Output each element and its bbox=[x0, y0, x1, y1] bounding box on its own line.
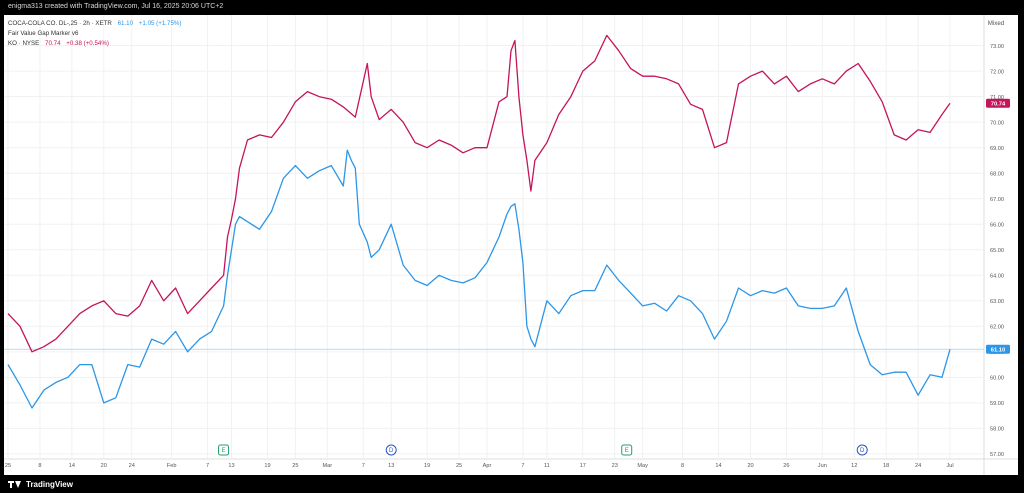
x-tick-label: 24 bbox=[915, 463, 921, 469]
x-tick-label: 13 bbox=[228, 463, 234, 469]
x-tick-label: 25 bbox=[292, 463, 298, 469]
x-tick-label: 26 bbox=[783, 463, 789, 469]
tradingview-brand[interactable]: TradingView bbox=[8, 479, 73, 490]
scale-mode-label[interactable]: Mixed bbox=[988, 20, 1005, 27]
dividend-marker-icon[interactable] bbox=[385, 444, 397, 456]
legend-series1-price: 61.10 bbox=[118, 20, 134, 27]
legend-series2-name: KO · NYSE bbox=[8, 40, 39, 47]
y-tick-label: 62.00 bbox=[990, 325, 1004, 331]
y-tick-label: 58.00 bbox=[990, 427, 1004, 433]
earnings-marker-icon[interactable] bbox=[218, 444, 230, 456]
svg-text:KO · NYSE 70.74: KO · NYSE 70.74 +0.38 (+0.54%) bbox=[8, 40, 109, 47]
event-label: D bbox=[389, 448, 394, 454]
x-tick-label: 20 bbox=[747, 463, 753, 469]
x-tick-label: 7 bbox=[521, 463, 524, 469]
x-tick-label: 19 bbox=[264, 463, 270, 469]
y-tick-label: 69.00 bbox=[990, 146, 1004, 152]
earnings-marker-icon[interactable] bbox=[621, 444, 633, 456]
x-tick-label: 19 bbox=[424, 463, 430, 469]
event-label: D bbox=[860, 448, 865, 454]
x-tick-label: 7 bbox=[206, 463, 209, 469]
chart-panel[interactable]: E D E D 73.00 72.00 71.00 70.00 69.00 68.00 67.00… bbox=[4, 15, 1018, 475]
x-tick-label: Jun bbox=[818, 463, 827, 469]
x-tick-label: 7 bbox=[362, 463, 365, 469]
legend-series2-price: 70.74 bbox=[45, 40, 61, 47]
event-label: E bbox=[222, 448, 226, 454]
y-tick-label: 67.00 bbox=[990, 197, 1004, 203]
x-tick-label: Feb bbox=[167, 463, 177, 469]
x-tick-label: 23 bbox=[612, 463, 618, 469]
header-bar: enigma313 created with TradingView.com, … bbox=[0, 0, 1024, 15]
x-tick-label: 8 bbox=[681, 463, 684, 469]
x-tick-label: 13 bbox=[388, 463, 394, 469]
legend-indicator: Fair Value Gap Marker v6 bbox=[8, 30, 79, 37]
header-caption: enigma313 created with TradingView.com, … bbox=[8, 3, 224, 10]
coca-cola-xetr-line bbox=[7, 149, 951, 409]
legend-series1-name: COCA-COLA CO. DL-,25 · 2h · XETR bbox=[8, 20, 112, 27]
x-tick-label: Apr bbox=[483, 463, 492, 469]
price-axis[interactable]: 73.00 72.00 71.00 70.00 69.00 68.00 67.00 66.00… bbox=[986, 44, 1010, 458]
y-tick-label: 57.00 bbox=[990, 452, 1004, 458]
y-tick-label: 71.00 bbox=[990, 95, 1004, 101]
y-tick-label: 63.00 bbox=[990, 299, 1004, 305]
y-tick-label: 70.00 bbox=[990, 120, 1004, 126]
x-tick-label: 11 bbox=[544, 463, 550, 469]
x-tick-label: Jul bbox=[946, 463, 953, 469]
xetr-price-label-bg bbox=[986, 344, 1010, 354]
tradingview-logo-icon bbox=[8, 480, 22, 489]
legend-series2-change: +0.38 (+0.54%) bbox=[66, 40, 109, 47]
price-chart[interactable]: E D E D 73.00 72.00 71.00 70.00 69.00 68.00 67.00… bbox=[4, 15, 1018, 475]
dividend-marker-icon[interactable] bbox=[856, 444, 868, 456]
legend: COCA-COLA CO. DL-,25 · 2h · XETR 61.10 +… bbox=[8, 20, 181, 47]
ko-price-label: 70.74 bbox=[991, 101, 1006, 107]
x-tick-label: 18 bbox=[883, 463, 889, 469]
x-tick-label: 14 bbox=[715, 463, 721, 469]
y-tick-label: 68.00 bbox=[990, 171, 1004, 177]
legend-series1-change: +1.05 (+1.75%) bbox=[139, 20, 182, 27]
y-tick-label: 59.00 bbox=[990, 401, 1004, 407]
xetr-price-label: 61.10 bbox=[991, 347, 1006, 353]
y-tick-label: 64.00 bbox=[990, 273, 1004, 279]
ko-price-label-bg bbox=[986, 98, 1010, 108]
x-tick-label: 12 bbox=[851, 463, 857, 469]
y-tick-label: 65.00 bbox=[990, 248, 1004, 254]
footer-bar: TradingView bbox=[0, 476, 1024, 493]
svg-text:COCA-COLA CO. DL-,25 · 2h · XE: COCA-COLA CO. DL-,25 · 2h · XETR 61.10 +… bbox=[8, 20, 181, 27]
y-tick-label: 60.00 bbox=[990, 376, 1004, 382]
brand-label: TradingView bbox=[26, 480, 73, 489]
plot-area bbox=[4, 34, 984, 409]
x-tick-label: 25 bbox=[456, 463, 462, 469]
x-tick-label: 8 bbox=[38, 463, 41, 469]
y-tick-label: 66.00 bbox=[990, 222, 1004, 228]
x-tick-label: 20 bbox=[101, 463, 107, 469]
x-tick-label: 14 bbox=[69, 463, 75, 469]
grid-lines bbox=[4, 15, 1018, 475]
y-tick-label: 73.00 bbox=[990, 44, 1004, 50]
ko-nyse-line bbox=[7, 34, 951, 353]
x-tick-label: 17 bbox=[580, 463, 586, 469]
x-tick-label: Mar bbox=[323, 463, 333, 469]
y-tick-label: 72.00 bbox=[990, 69, 1004, 75]
time-axis[interactable]: 25 8 14 20 24 Feb 7 13 19 25 Mar 7 13 19 25 Apr 7 11 17 23 M… bbox=[5, 463, 954, 469]
x-tick-label: May bbox=[637, 463, 648, 469]
x-tick-label: 25 bbox=[5, 463, 11, 469]
x-tick-label: 24 bbox=[129, 463, 135, 469]
event-label: E bbox=[625, 448, 629, 454]
